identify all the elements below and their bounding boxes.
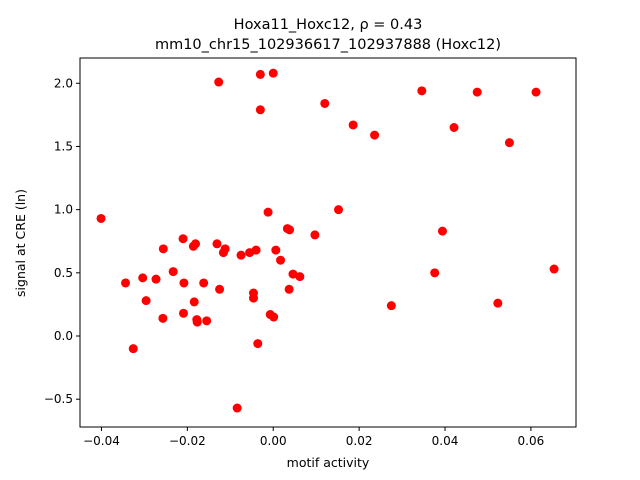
y-tick-label-0: −0.5 (44, 392, 73, 406)
data-point-40 (285, 225, 295, 235)
data-point-1 (121, 278, 131, 288)
data-point-4 (141, 296, 151, 306)
data-point-47 (348, 120, 358, 130)
data-point-7 (158, 244, 168, 254)
data-point-17 (199, 278, 209, 288)
data-point-21 (215, 284, 225, 294)
chart-title-line1: Hoxa11_Hoxc12, ρ = 0.43 (234, 17, 423, 33)
chart-title-line2: mm10_chr15_102936617_102937888 (Hoxc12) (155, 37, 501, 53)
data-point-20 (214, 77, 224, 87)
data-point-48 (370, 130, 380, 140)
y-tick-label-4: 1.5 (54, 139, 73, 153)
data-point-37 (271, 245, 281, 255)
data-point-30 (253, 339, 263, 349)
data-point-54 (472, 87, 482, 97)
data-point-13 (191, 239, 201, 249)
data-point-14 (189, 297, 199, 307)
data-point-10 (179, 278, 189, 288)
data-point-6 (158, 313, 168, 323)
x-tick-label-0: −0.04 (83, 434, 120, 448)
x-axis-ticks: −0.04 −0.02 0.00 0.02 0.04 0.06 (83, 427, 544, 448)
data-point-11 (178, 308, 188, 318)
x-tick-label-1: −0.02 (169, 434, 206, 448)
data-point-5 (151, 274, 161, 284)
x-tick-label-3: 0.02 (346, 434, 373, 448)
data-point-9 (178, 234, 188, 244)
data-point-16 (192, 317, 202, 327)
y-axis-ticks: −0.5 0.0 0.5 1.0 1.5 2.0 (44, 76, 80, 406)
y-tick-label-1: 0.0 (54, 329, 73, 343)
data-point-51 (430, 268, 440, 278)
data-point-32 (255, 105, 265, 115)
data-point-43 (295, 272, 305, 282)
y-tick-label-5: 2.0 (54, 76, 73, 90)
data-point-49 (386, 301, 396, 311)
data-point-41 (284, 284, 294, 294)
data-point-23 (220, 244, 230, 254)
data-point-58 (549, 264, 559, 274)
data-point-53 (449, 123, 459, 132)
data-point-8 (168, 267, 178, 277)
data-point-50 (417, 86, 427, 96)
data-points (96, 68, 559, 413)
y-tick-label-3: 1.0 (54, 203, 73, 217)
data-point-36 (269, 312, 279, 322)
data-point-0 (96, 213, 106, 223)
data-point-57 (531, 87, 541, 97)
y-axis-label: signal at CRE (ln) (13, 189, 28, 297)
data-point-52 (437, 226, 447, 236)
plot-area-frame (79, 57, 577, 428)
data-point-38 (276, 255, 286, 265)
data-point-35 (268, 68, 278, 78)
data-point-45 (320, 98, 330, 108)
data-point-19 (212, 239, 222, 249)
x-tick-label-2: 0.00 (260, 434, 287, 448)
data-point-29 (251, 245, 261, 255)
data-point-28 (248, 293, 258, 303)
data-point-25 (236, 250, 246, 260)
x-tick-label-5: 0.06 (518, 434, 545, 448)
data-point-18 (202, 316, 212, 326)
data-point-46 (334, 205, 344, 215)
data-point-55 (493, 298, 503, 308)
data-point-24 (232, 403, 242, 413)
x-tick-label-4: 0.04 (432, 434, 459, 448)
data-point-56 (504, 138, 514, 148)
data-point-42 (288, 269, 298, 279)
x-axis-label: motif activity (287, 455, 370, 470)
data-point-2 (128, 344, 138, 354)
y-tick-label-2: 0.5 (54, 266, 73, 280)
data-point-44 (310, 230, 320, 240)
data-point-31 (255, 69, 265, 79)
data-point-3 (138, 273, 148, 283)
data-point-33 (263, 207, 273, 217)
